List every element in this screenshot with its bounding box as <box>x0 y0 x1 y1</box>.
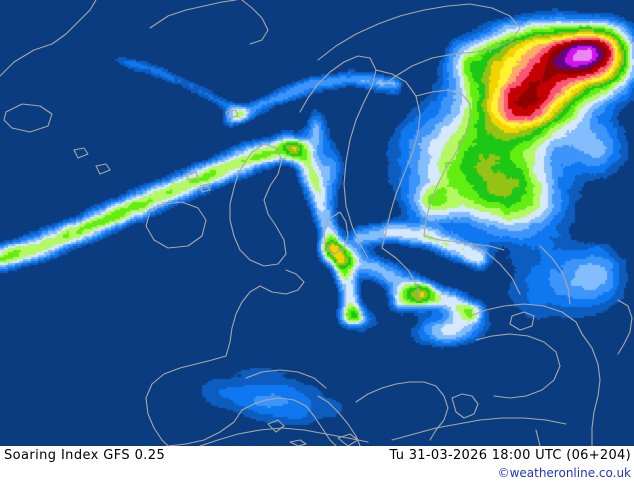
provider-credit[interactable]: ©weatheronline.co.uk <box>497 466 631 480</box>
soaring-index-raster[interactable] <box>0 0 634 446</box>
footer-bar: Soaring Index GFS 0.25 Tu 31-03-2026 18:… <box>0 446 634 490</box>
map-title: Soaring Index GFS 0.25 <box>4 448 166 463</box>
run-valid-time: Tu 31-03-2026 18:00 UTC (06+204) <box>389 448 631 463</box>
map-panel[interactable] <box>0 0 634 446</box>
